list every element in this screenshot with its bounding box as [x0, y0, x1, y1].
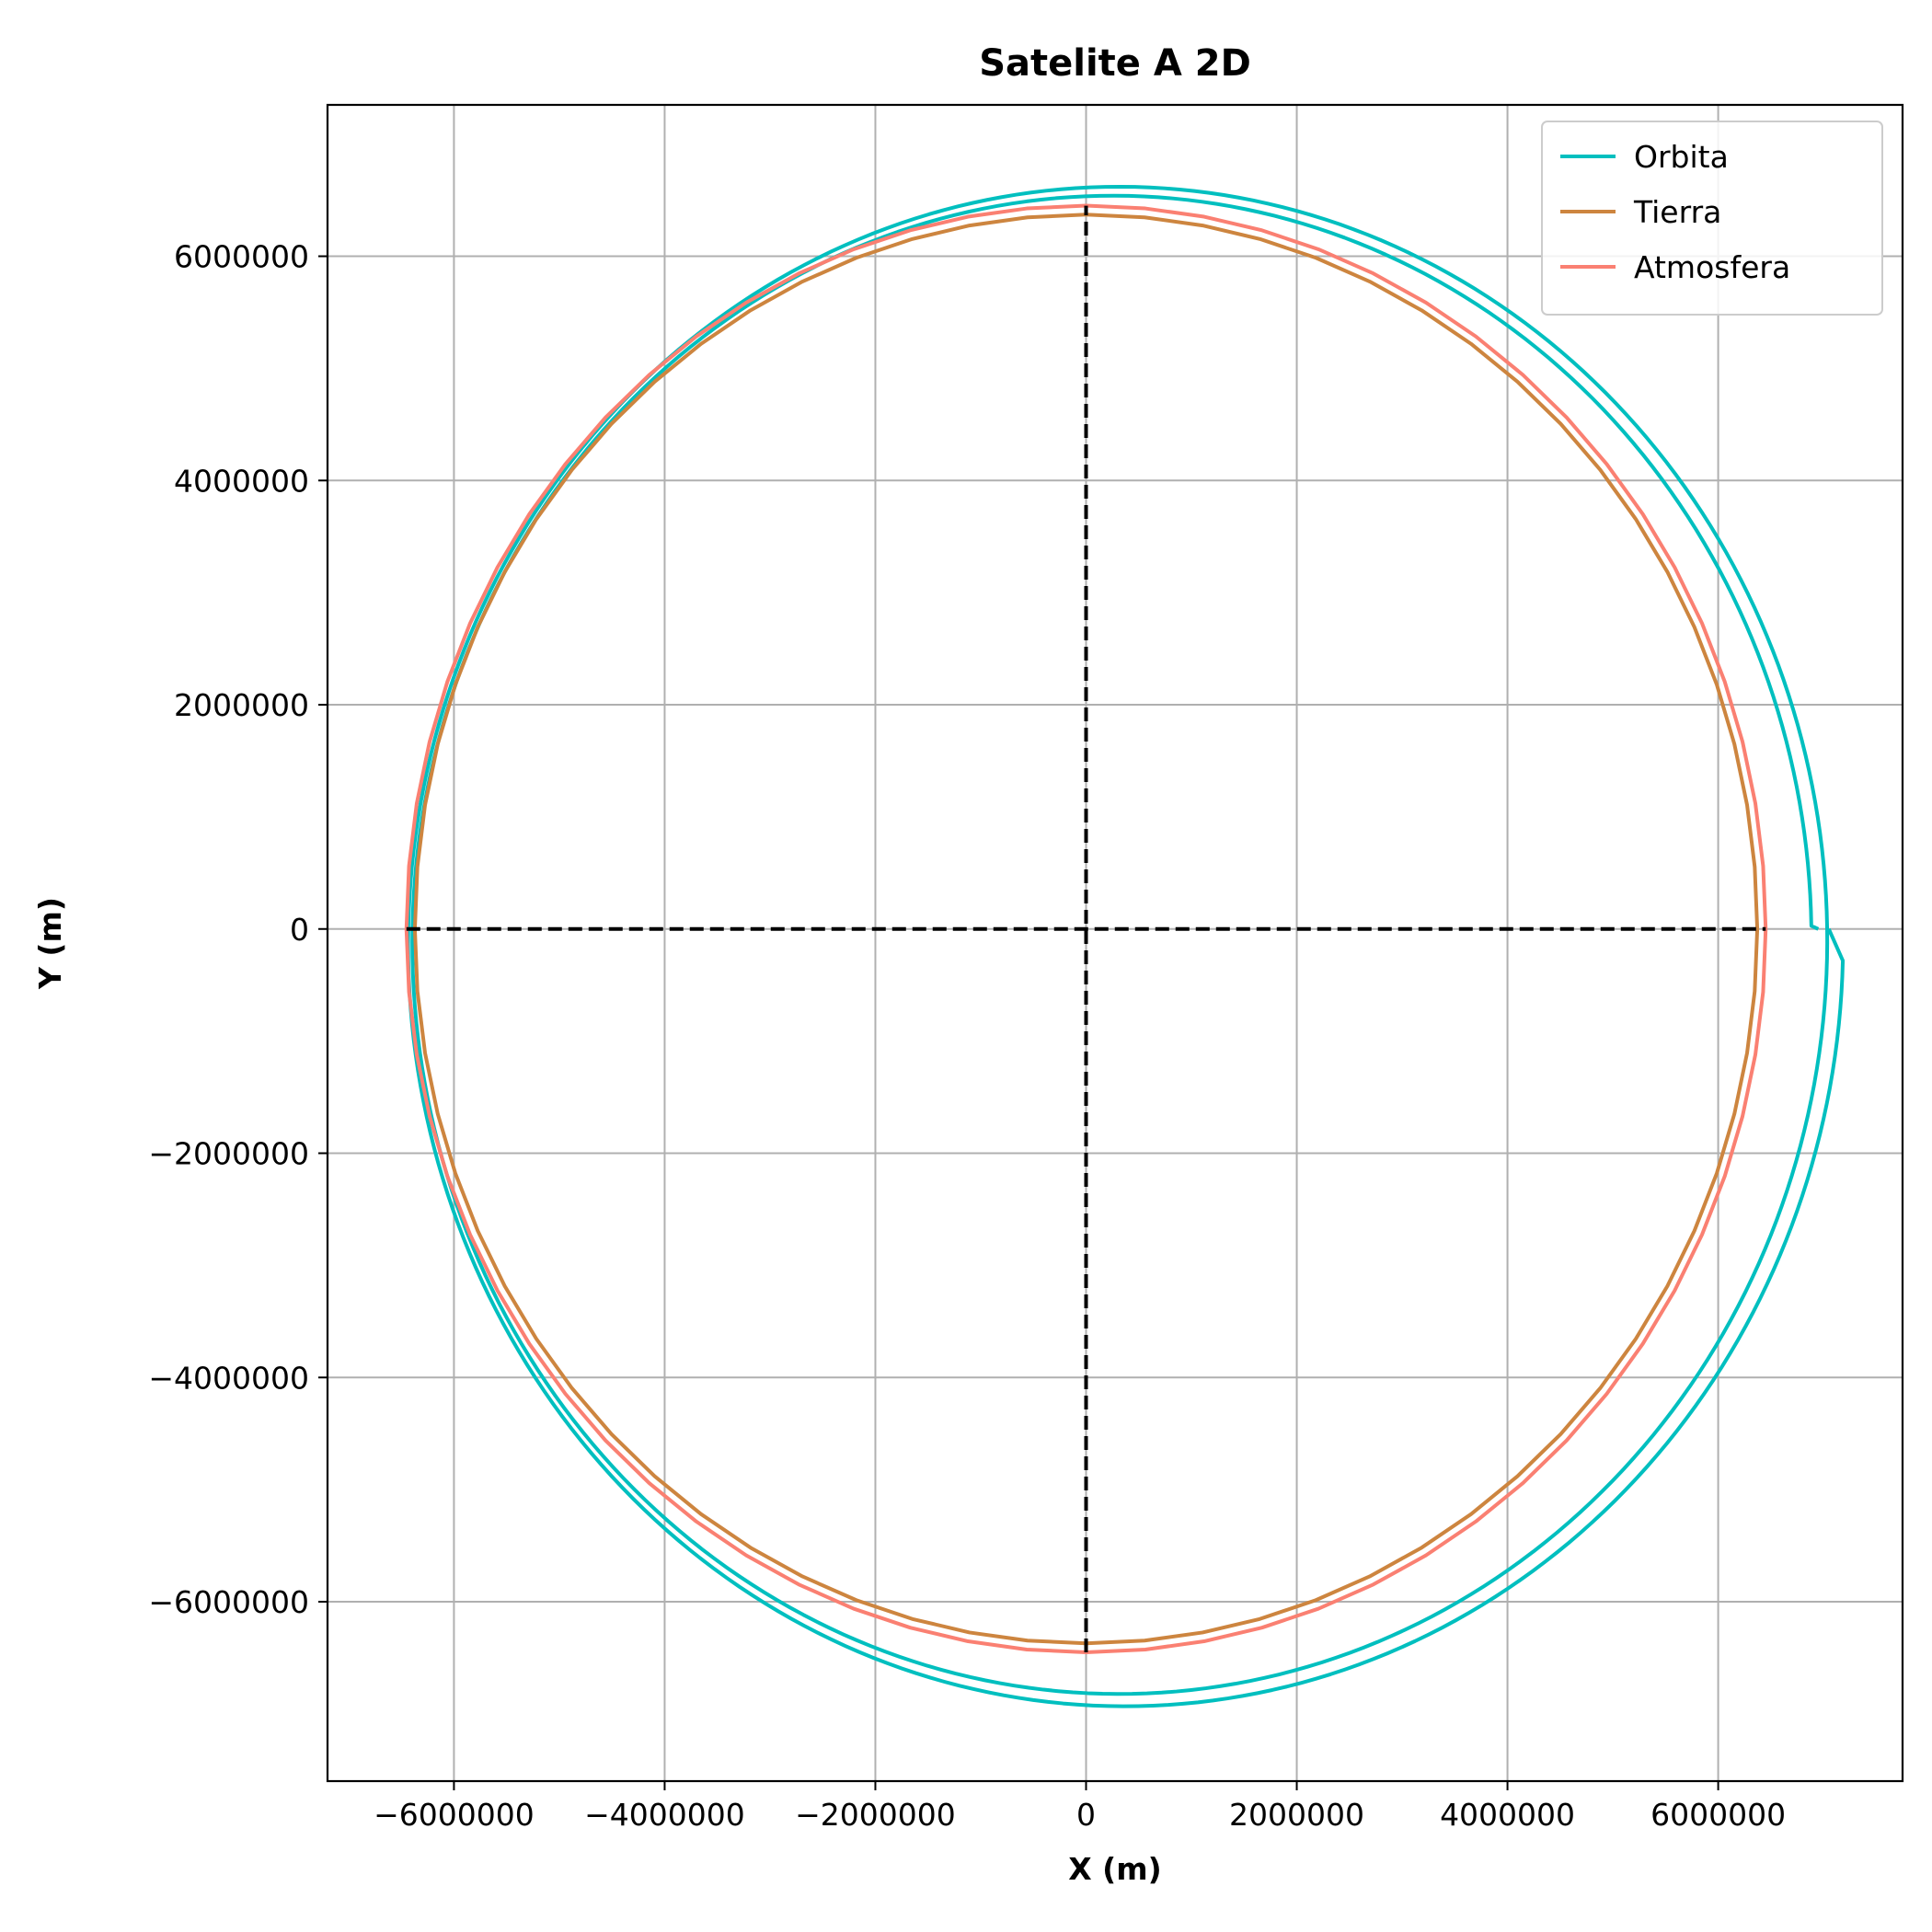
- x-tick-label: −2000000: [795, 1797, 956, 1833]
- y-tick-label: 4000000: [174, 463, 309, 499]
- y-tick-label: 2000000: [174, 687, 309, 723]
- x-tick-label: 2000000: [1229, 1797, 1364, 1833]
- y-tick-label: −2000000: [148, 1136, 309, 1172]
- plot-frame: [326, 103, 1904, 1783]
- x-tick-label: −6000000: [374, 1797, 535, 1833]
- legend-label-orbita: Orbita: [1634, 139, 1729, 175]
- legend-label-atmosfera: Atmosfera: [1634, 249, 1790, 285]
- y-axis-title: Y (m): [32, 897, 68, 990]
- chart-title: Satelite A 2D: [979, 42, 1251, 85]
- x-tick-label: 0: [1076, 1797, 1096, 1833]
- y-tick-label: −6000000: [148, 1584, 309, 1620]
- series-line-orbita: [406, 184, 1846, 1708]
- legend: Orbita Tierra Atmosfera: [1541, 121, 1883, 316]
- legend-box: [1541, 121, 1883, 316]
- x-tick-label: 4000000: [1440, 1797, 1575, 1833]
- y-tick-label: −4000000: [148, 1360, 309, 1396]
- legend-label-tierra: Tierra: [1633, 194, 1721, 230]
- x-tick-label: −4000000: [584, 1797, 745, 1833]
- y-tick-label: 0: [290, 912, 309, 948]
- y-tick-label: 6000000: [174, 239, 309, 275]
- plot-area: [404, 184, 1846, 1708]
- series-line-atmosfera: [404, 203, 1768, 1654]
- x-tick-label: 6000000: [1650, 1797, 1786, 1833]
- x-axis-title: X (m): [1068, 1851, 1161, 1887]
- ticks: −6000000 −4000000 −2000000 0 2000000 4000000 6…: [148, 239, 1786, 1833]
